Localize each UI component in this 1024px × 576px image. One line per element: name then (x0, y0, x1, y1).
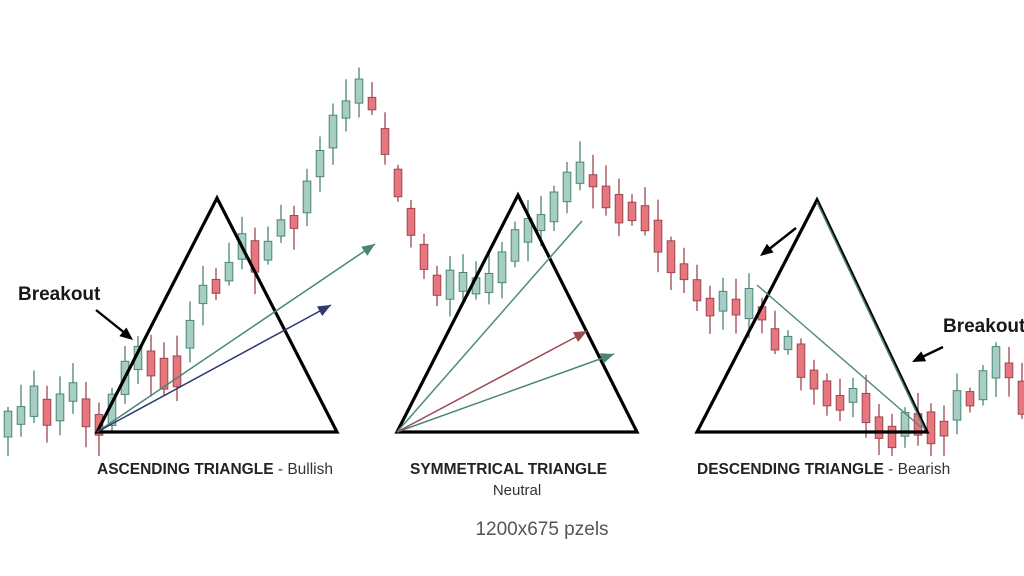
svg-text:Breakout: Breakout (943, 316, 1024, 337)
svg-text:Neutral: Neutral (493, 482, 541, 499)
svg-text:DESCENDING TRIANGLE - Bearish: DESCENDING TRIANGLE - Bearish (697, 461, 950, 478)
svg-text:ASCENDING TRIANGLE - Bullish: ASCENDING TRIANGLE - Bullish (97, 461, 333, 478)
svg-text:SYMMETRICAL TRIANGLE: SYMMETRICAL TRIANGLE (410, 461, 607, 478)
svg-text:1200x675 pzels: 1200x675 pzels (475, 519, 608, 540)
svg-text:Breakout: Breakout (18, 284, 101, 305)
